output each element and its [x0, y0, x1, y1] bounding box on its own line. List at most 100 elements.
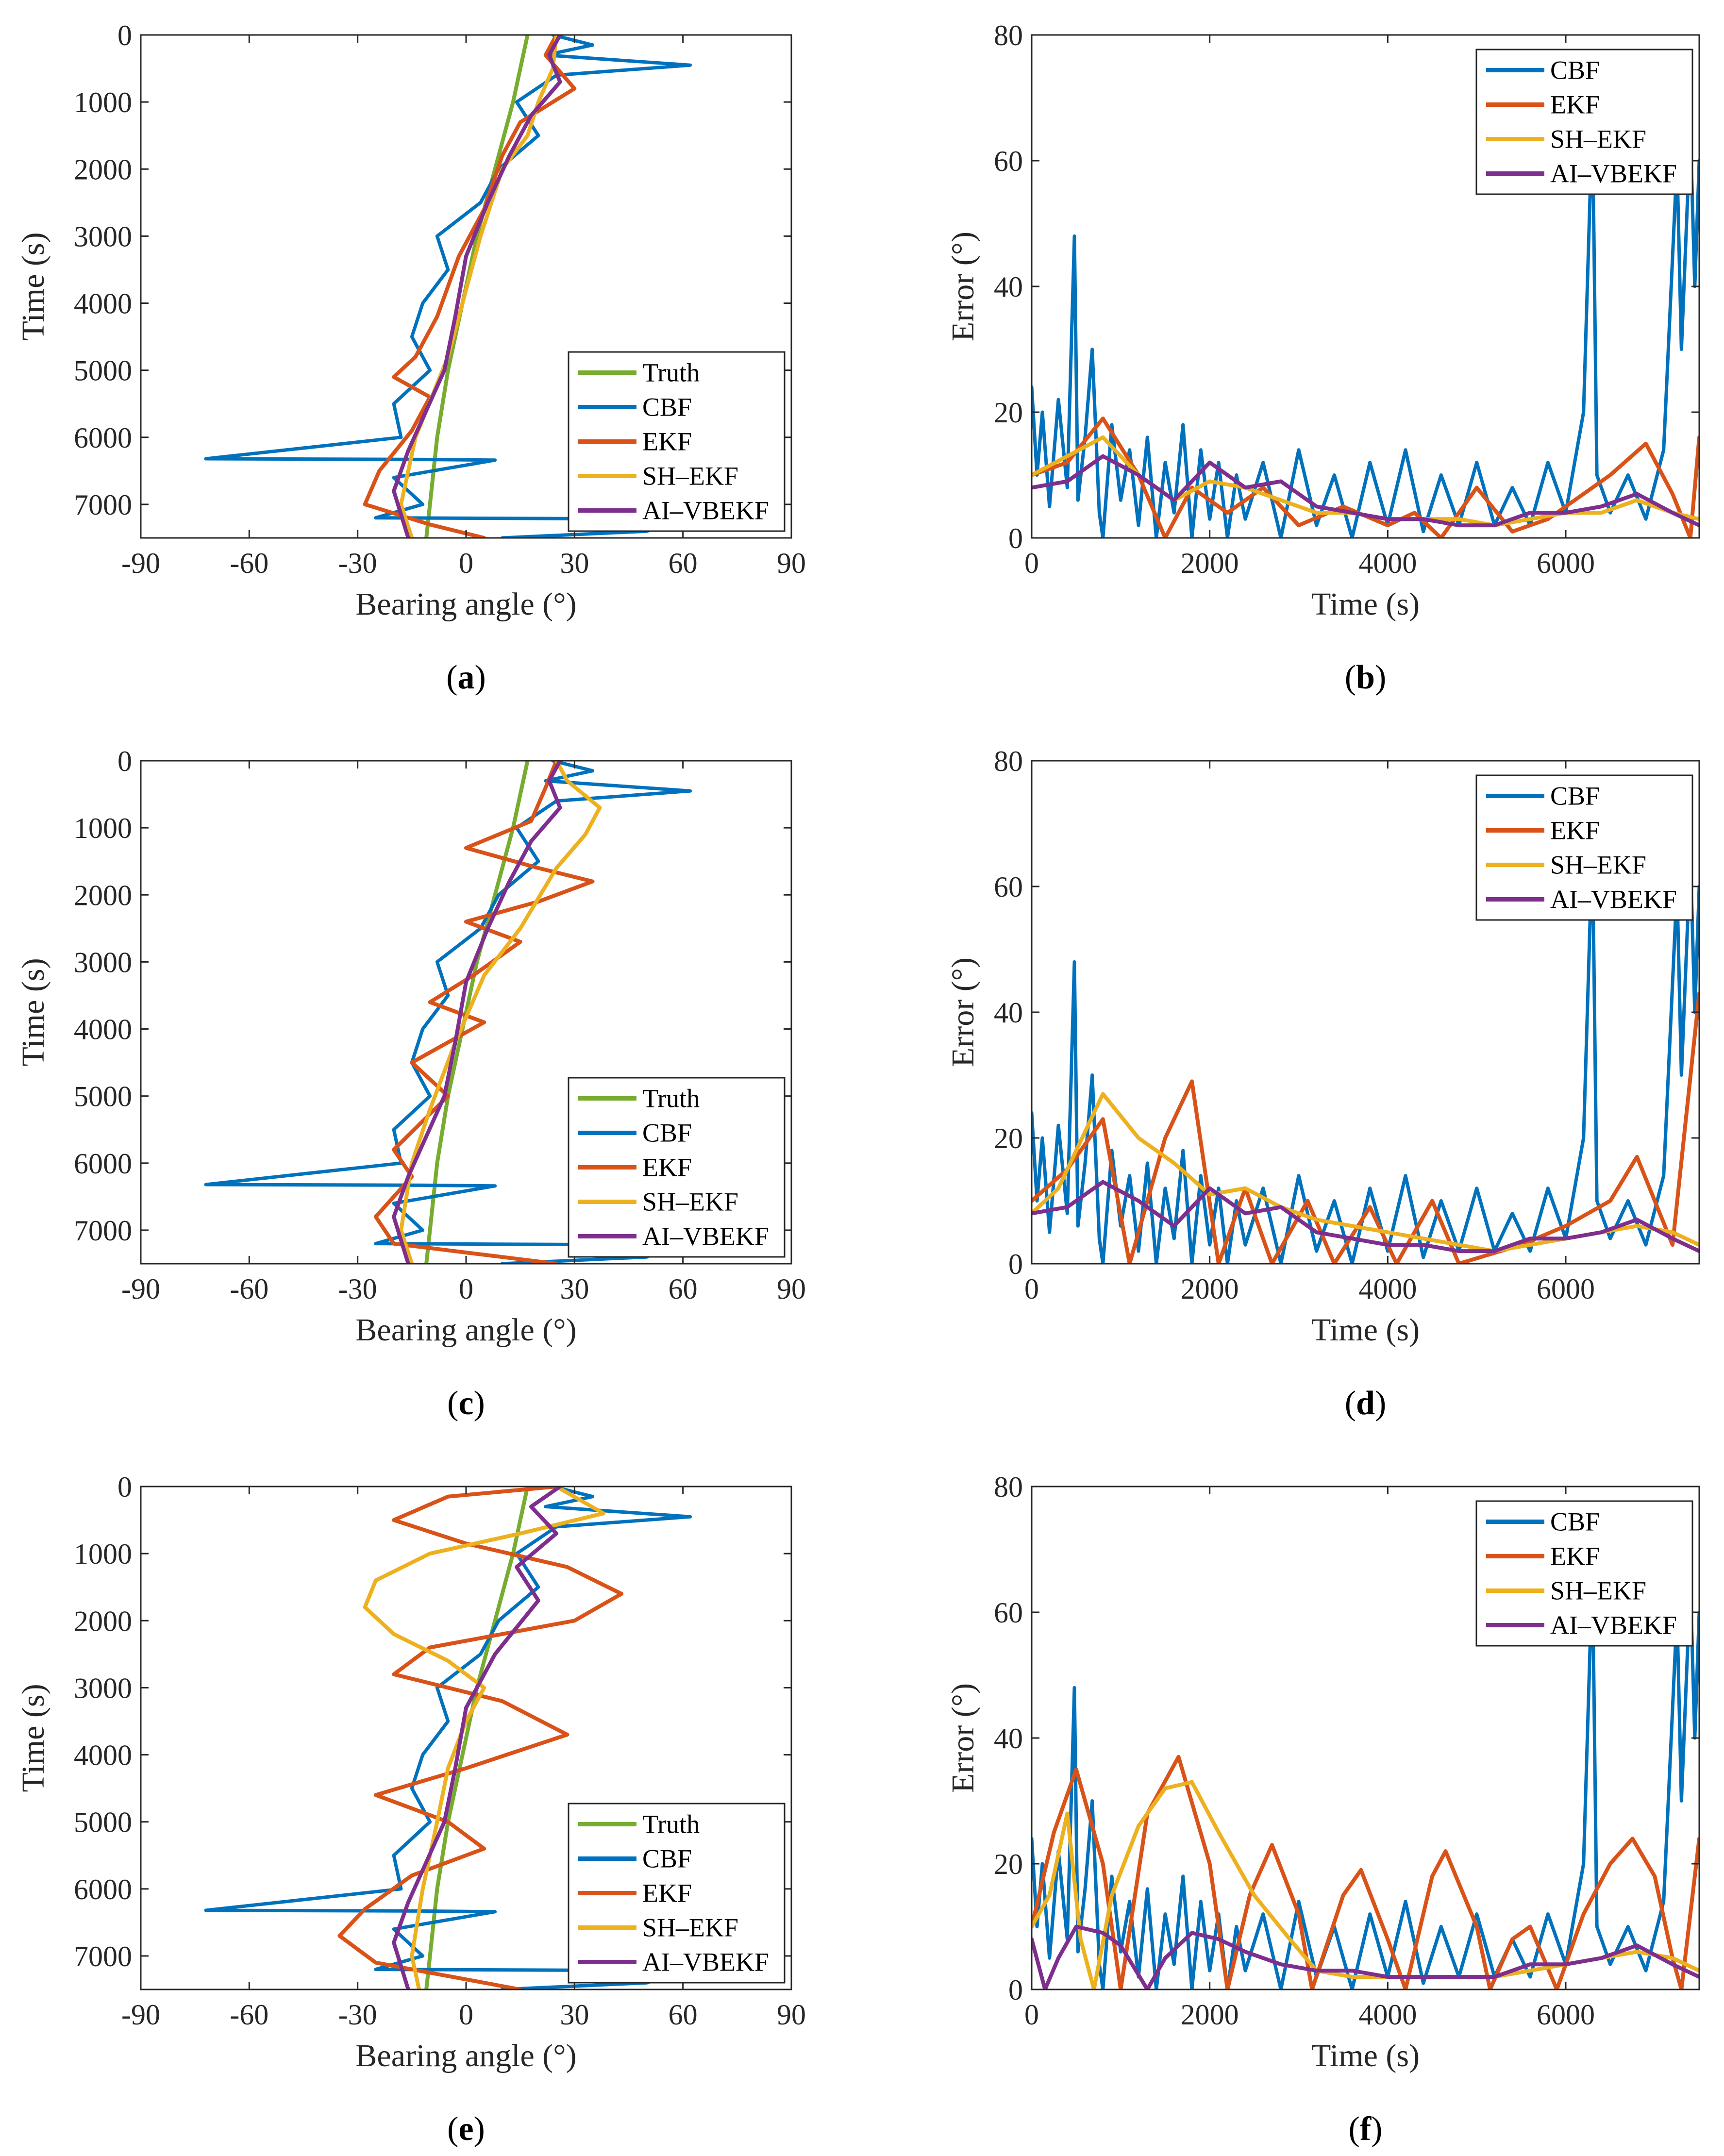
legend: Truth CBF EKF SH–EKF AI–VBEKF — [568, 351, 786, 532]
x-tick-label: -90 — [121, 1999, 160, 2031]
series-line-e-truth — [424, 1487, 530, 1989]
panel-caption: (c) — [447, 1385, 485, 1422]
legend-label: AI–VBEKF — [642, 1222, 769, 1251]
y-tick-label: 1000 — [74, 812, 132, 844]
panel-caption: (f) — [1349, 2110, 1383, 2148]
y-tick-label: 20 — [994, 1122, 1023, 1154]
x-axis-label: Time (s) — [1311, 2038, 1420, 2073]
x-tick-label: 2000 — [1181, 547, 1239, 579]
legend-label: CBF — [642, 1844, 692, 1873]
y-tick-label: 7000 — [74, 1940, 132, 1972]
legend-label: SH–EKF — [642, 462, 738, 491]
legend-label: Truth — [642, 1084, 700, 1113]
x-tick-label: 0 — [1024, 1999, 1039, 2031]
y-tick-label: 0 — [1008, 522, 1023, 554]
chart-panel-e: -90 -60 -30 0 30 60 90 0 1000 2000 3000 4000 5000 600… — [16, 1471, 806, 2148]
y-tick-label: 60 — [994, 1597, 1023, 1629]
series-line-f-aivbekf — [1032, 1924, 1699, 1989]
series-line-a-aivbekf — [392, 35, 562, 538]
legend-box — [568, 351, 786, 532]
y-axis-label: Time (s) — [16, 232, 51, 340]
x-tick-label: -30 — [338, 1999, 377, 2031]
x-tick-label: -90 — [121, 547, 160, 579]
chart-panel-a: -90 -60 -30 0 30 60 90 0 1000 2000 3000 4000 5000 600… — [16, 19, 806, 696]
series-line-d-cbf — [1032, 840, 1699, 1264]
caption-open: ( — [1349, 2110, 1360, 2148]
y-tick-label: 80 — [994, 745, 1023, 777]
x-axis-label: Bearing angle (°) — [355, 1312, 576, 1348]
series-line-d-shekf — [1032, 1092, 1699, 1253]
y-tick-label: 60 — [994, 871, 1023, 903]
y-tick-label: 40 — [994, 271, 1023, 303]
y-tick-label: 80 — [994, 1471, 1023, 1503]
legend: CBF EKF SH–EKF AI–VBEKF — [1475, 1500, 1693, 1647]
y-tick-label: 6000 — [74, 1148, 132, 1180]
x-axis-label: Time (s) — [1311, 1312, 1420, 1348]
legend-label: Truth — [642, 358, 700, 387]
legend-label: EKF — [642, 1153, 692, 1182]
x-tick-label: 60 — [669, 1273, 698, 1305]
x-tick-label: 30 — [560, 547, 589, 579]
series-line-f-ekf — [1032, 1755, 1699, 1989]
legend: Truth CBF EKF SH–EKF AI–VBEKF — [568, 1803, 786, 1984]
y-tick-label: 3000 — [74, 1672, 132, 1704]
series-line-a-shekf — [399, 35, 559, 538]
x-tick-label: 2000 — [1181, 1999, 1239, 2031]
panel-caption: (d) — [1345, 1385, 1387, 1422]
legend-label: CBF — [1550, 1507, 1600, 1537]
x-tick-label: 30 — [560, 1999, 589, 2031]
series-line-e-aivbekf — [392, 1487, 562, 1989]
x-tick-label: -90 — [121, 1273, 160, 1305]
y-tick-label: 0 — [117, 19, 132, 51]
y-axis-label: Time (s) — [16, 958, 51, 1066]
legend: CBF EKF SH–EKF AI–VBEKF — [1475, 49, 1693, 195]
x-tick-label: 0 — [459, 547, 473, 579]
x-axis-label: Bearing angle (°) — [355, 586, 576, 622]
chart-panel-b: 0 2000 4000 6000 0 20 40 60 80 Time (s) Error (°) C… — [945, 19, 1700, 696]
y-tick-label: 80 — [994, 19, 1023, 51]
legend-box — [1475, 774, 1693, 921]
series-line-b-cbf — [1032, 115, 1699, 538]
series-line-c-aivbekf — [392, 761, 562, 1264]
legend-label: AI–VBEKF — [642, 1948, 769, 1977]
x-tick-label: 6000 — [1537, 1273, 1595, 1305]
caption-letter: d — [1356, 1385, 1375, 1422]
legend-label: SH–EKF — [1550, 851, 1646, 880]
x-tick-label: 4000 — [1358, 547, 1417, 579]
series-line-d-aivbekf — [1032, 1180, 1699, 1253]
caption-close: ) — [1371, 2110, 1382, 2148]
x-tick-label: 6000 — [1537, 1999, 1595, 2031]
y-tick-label: 20 — [994, 1848, 1023, 1880]
y-tick-label: 7000 — [74, 489, 132, 521]
series-line-b-aivbekf — [1032, 454, 1699, 528]
x-tick-label: 90 — [777, 1999, 806, 2031]
caption-letter: a — [458, 659, 475, 696]
legend-label: SH–EKF — [642, 1187, 738, 1217]
legend-label: CBF — [642, 1119, 692, 1148]
legend-label: EKF — [1550, 90, 1600, 119]
caption-letter: b — [1356, 659, 1375, 696]
legend-label: CBF — [642, 393, 692, 422]
y-tick-label: 0 — [1008, 1974, 1023, 2006]
x-axis-label: Time (s) — [1311, 586, 1420, 622]
series-line-c-ekf — [373, 761, 595, 1264]
x-tick-label: -60 — [230, 1999, 268, 2031]
x-tick-label: 0 — [1024, 547, 1039, 579]
y-tick-label: 0 — [117, 745, 132, 777]
x-tick-label: 90 — [777, 547, 806, 579]
legend-label: EKF — [1550, 1542, 1600, 1571]
legend-label: EKF — [1550, 816, 1600, 845]
series-line-e-ekf — [337, 1487, 624, 1989]
y-tick-label: 60 — [994, 145, 1023, 177]
series-line-e-cbf — [204, 1487, 692, 1989]
series-line-a-ekf — [363, 35, 577, 538]
caption-letter: f — [1360, 2110, 1372, 2148]
y-tick-label: 5000 — [74, 355, 132, 387]
y-tick-label: 2000 — [74, 879, 132, 911]
caption-close: ) — [475, 659, 486, 696]
legend-label: AI–VBEKF — [1550, 885, 1677, 914]
x-tick-label: 60 — [669, 1999, 698, 2031]
x-tick-label: -60 — [230, 1273, 268, 1305]
caption-letter: e — [458, 2110, 473, 2148]
y-tick-label: 1000 — [74, 1538, 132, 1570]
